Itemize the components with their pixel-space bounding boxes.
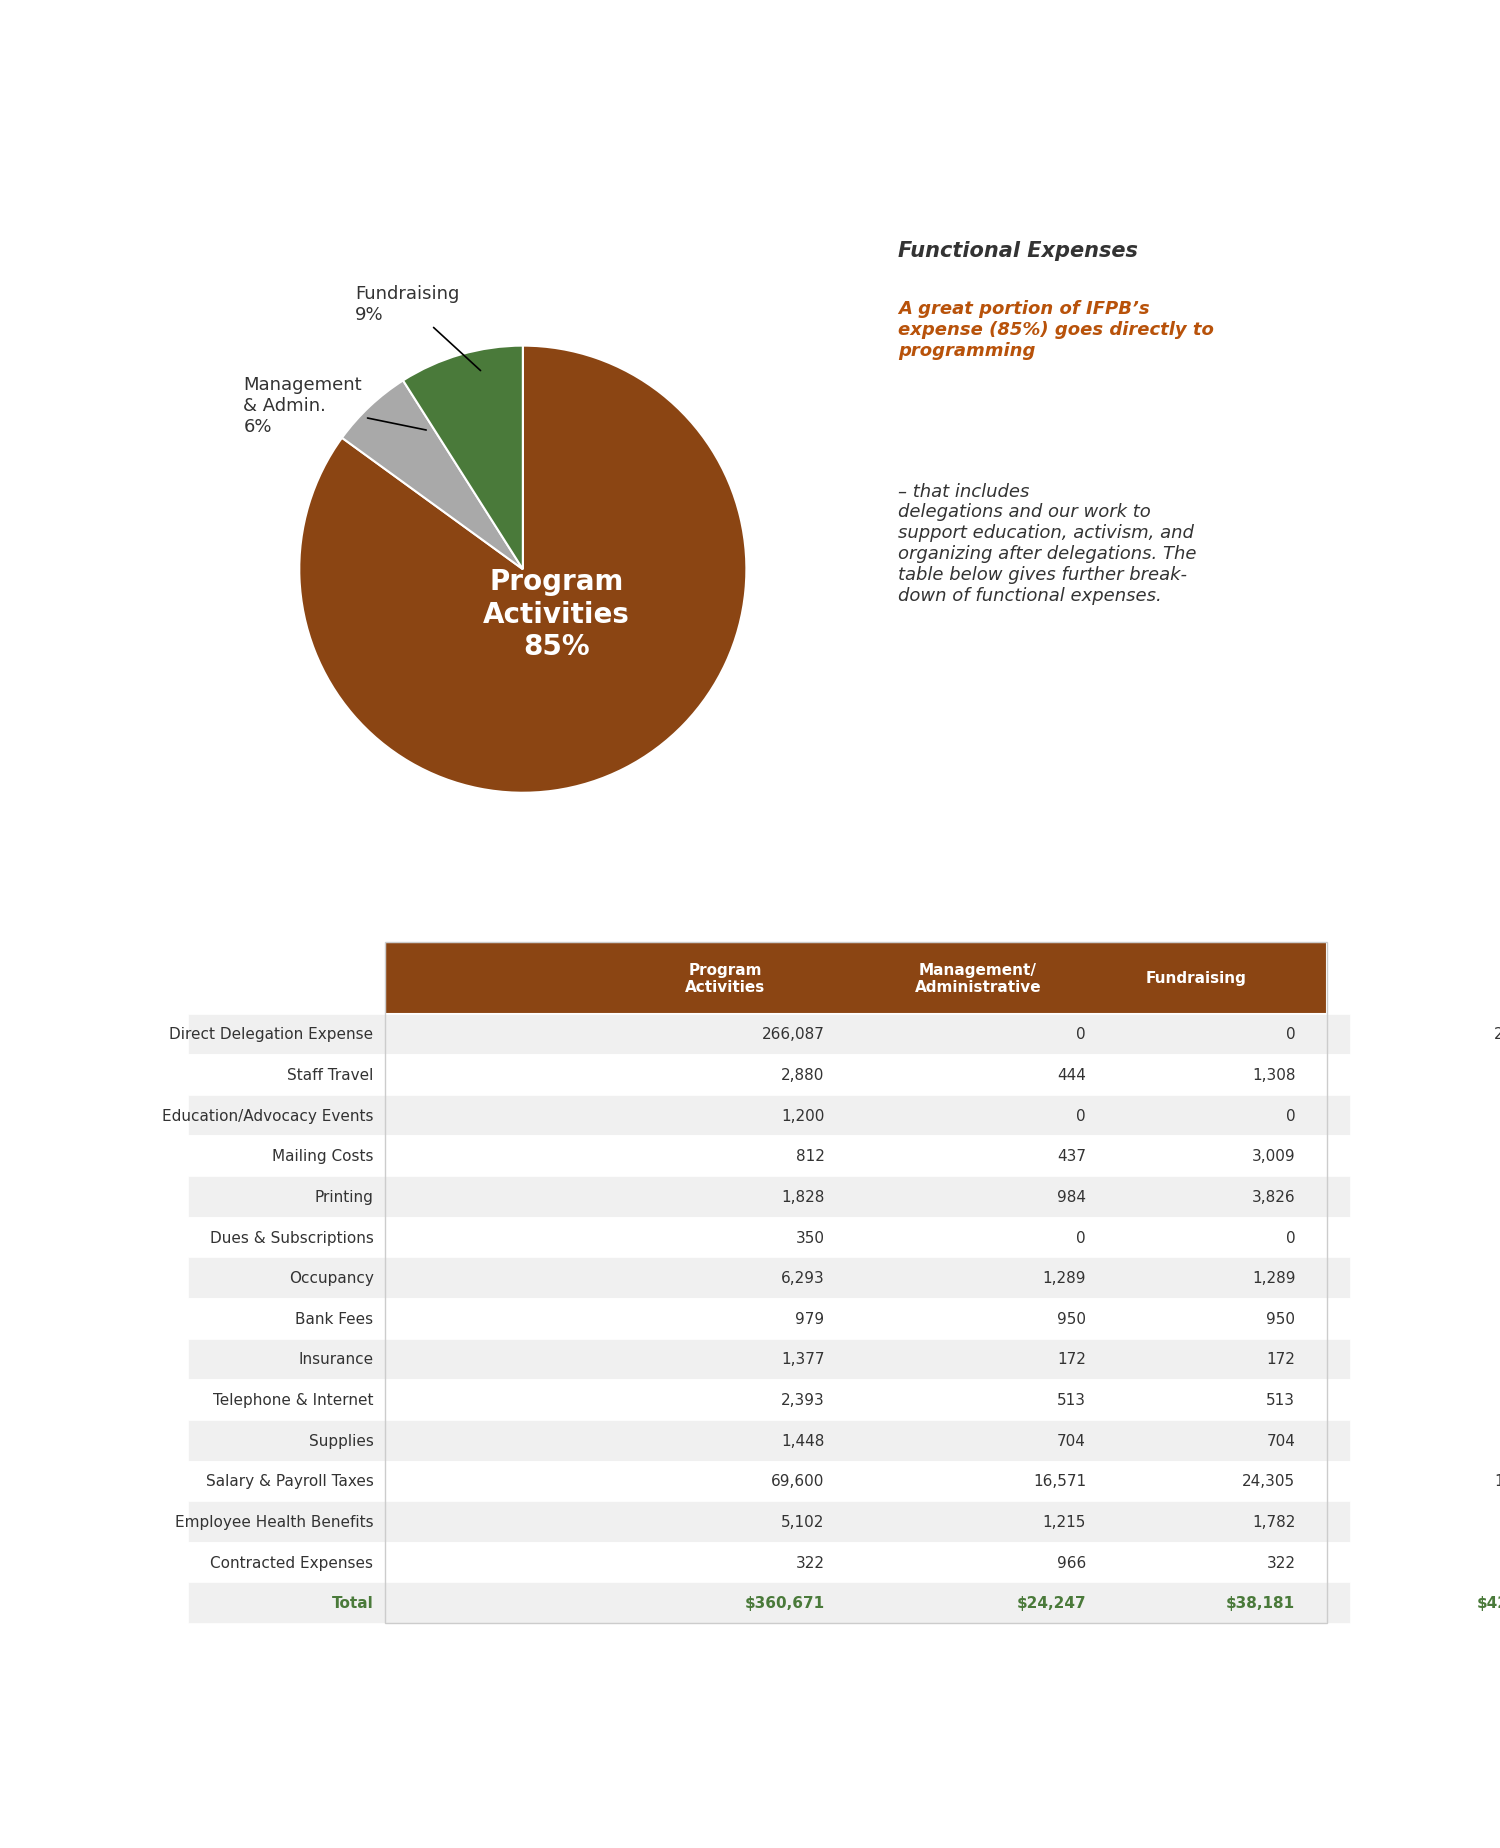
Text: $360,671: $360,671: [744, 1595, 825, 1610]
Text: 1,308: 1,308: [1252, 1068, 1296, 1083]
Text: 0: 0: [1286, 1231, 1296, 1246]
Text: Insurance: Insurance: [298, 1351, 374, 1368]
FancyBboxPatch shape: [188, 1258, 1350, 1299]
Text: Dues & Subscriptions: Dues & Subscriptions: [210, 1231, 374, 1246]
Text: 437: 437: [1058, 1149, 1086, 1164]
Text: $423,099: $423,099: [1478, 1595, 1500, 1610]
Text: 2,393: 2,393: [782, 1392, 825, 1408]
FancyBboxPatch shape: [188, 1177, 1350, 1218]
Text: 1,289: 1,289: [1042, 1271, 1086, 1286]
Text: Total: Total: [1428, 970, 1470, 985]
Text: 3,826: 3,826: [1251, 1190, 1296, 1205]
FancyBboxPatch shape: [188, 1137, 1350, 1177]
Text: 1,377: 1,377: [782, 1351, 825, 1368]
FancyBboxPatch shape: [188, 1096, 1350, 1137]
Text: Employee Health Benefits: Employee Health Benefits: [176, 1514, 374, 1528]
Text: Functional Expenses: Functional Expenses: [898, 242, 1138, 261]
Text: 0: 0: [1077, 1109, 1086, 1124]
FancyBboxPatch shape: [188, 1055, 1350, 1096]
Text: 69,600: 69,600: [771, 1473, 825, 1489]
Text: Bank Fees: Bank Fees: [296, 1310, 374, 1327]
Text: 110,476: 110,476: [1494, 1473, 1500, 1489]
FancyBboxPatch shape: [188, 1218, 1350, 1258]
Text: Telephone & Internet: Telephone & Internet: [213, 1392, 374, 1408]
Text: Supplies: Supplies: [309, 1432, 374, 1449]
Text: 704: 704: [1058, 1432, 1086, 1449]
Text: Program
Activities
85%: Program Activities 85%: [483, 567, 630, 662]
Text: 0: 0: [1286, 1109, 1296, 1124]
Text: 1,200: 1,200: [782, 1109, 825, 1124]
Wedge shape: [300, 346, 747, 793]
Text: Program
Activities: Program Activities: [686, 963, 765, 994]
Text: 444: 444: [1058, 1068, 1086, 1083]
FancyBboxPatch shape: [188, 1501, 1350, 1541]
Text: Education/Advocacy Events: Education/Advocacy Events: [162, 1109, 374, 1124]
Text: 1,782: 1,782: [1252, 1514, 1296, 1528]
Text: Contracted Expenses: Contracted Expenses: [210, 1554, 374, 1569]
Text: 513: 513: [1058, 1392, 1086, 1408]
Text: 2,880: 2,880: [782, 1068, 825, 1083]
Text: 322: 322: [795, 1554, 825, 1569]
Text: 350: 350: [795, 1231, 825, 1246]
Text: 3,009: 3,009: [1251, 1149, 1296, 1164]
Text: 513: 513: [1266, 1392, 1296, 1408]
Text: 950: 950: [1266, 1310, 1296, 1327]
Wedge shape: [404, 346, 524, 569]
Text: Total: Total: [332, 1595, 374, 1610]
FancyBboxPatch shape: [188, 1460, 1350, 1501]
Text: Management/
Administrative: Management/ Administrative: [915, 963, 1041, 994]
Text: 24,305: 24,305: [1242, 1473, 1296, 1489]
Text: 266,087: 266,087: [762, 1027, 825, 1042]
FancyBboxPatch shape: [188, 1299, 1350, 1340]
Text: 0: 0: [1077, 1231, 1086, 1246]
Text: 966: 966: [1058, 1554, 1086, 1569]
Text: 1,828: 1,828: [782, 1190, 825, 1205]
Text: – that includes
delegations and our work to
support education, activism, and
org: – that includes delegations and our work…: [898, 482, 1197, 604]
Text: 0: 0: [1286, 1027, 1296, 1042]
Text: A great portion of IFPB’s
expense (85%) goes directly to
programming: A great portion of IFPB’s expense (85%) …: [898, 299, 1214, 360]
FancyBboxPatch shape: [188, 1419, 1350, 1460]
Text: Staff Travel: Staff Travel: [286, 1068, 374, 1083]
Text: 266,087: 266,087: [1494, 1027, 1500, 1042]
Text: 1,215: 1,215: [1042, 1514, 1086, 1528]
Text: 704: 704: [1266, 1432, 1296, 1449]
Text: $38,181: $38,181: [1226, 1595, 1296, 1610]
Text: 812: 812: [795, 1149, 825, 1164]
Text: 1,448: 1,448: [782, 1432, 825, 1449]
Text: 1,289: 1,289: [1252, 1271, 1296, 1286]
Text: Occupancy: Occupancy: [288, 1271, 374, 1286]
FancyBboxPatch shape: [188, 1582, 1350, 1623]
Text: 6,293: 6,293: [782, 1271, 825, 1286]
Wedge shape: [342, 381, 524, 569]
Text: Direct Delegation Expense: Direct Delegation Expense: [170, 1027, 374, 1042]
Text: Fundraising: Fundraising: [1146, 970, 1246, 985]
Text: 322: 322: [1266, 1554, 1296, 1569]
FancyBboxPatch shape: [188, 1015, 1350, 1055]
Text: Fundraising
9%: Fundraising 9%: [356, 285, 480, 371]
FancyBboxPatch shape: [188, 1380, 1350, 1419]
Text: 5,102: 5,102: [782, 1514, 825, 1528]
Text: 16,571: 16,571: [1034, 1473, 1086, 1489]
Text: Mailing Costs: Mailing Costs: [272, 1149, 374, 1164]
Text: $24,247: $24,247: [1017, 1595, 1086, 1610]
Text: 0: 0: [1077, 1027, 1086, 1042]
Text: Management
& Admin.
6%: Management & Admin. 6%: [243, 375, 426, 436]
Text: 979: 979: [795, 1310, 825, 1327]
FancyBboxPatch shape: [188, 1340, 1350, 1380]
Text: Printing: Printing: [315, 1190, 374, 1205]
Text: 950: 950: [1058, 1310, 1086, 1327]
Text: Salary & Payroll Taxes: Salary & Payroll Taxes: [206, 1473, 374, 1489]
Text: 984: 984: [1058, 1190, 1086, 1205]
Text: 172: 172: [1058, 1351, 1086, 1368]
FancyBboxPatch shape: [188, 1541, 1350, 1582]
FancyBboxPatch shape: [386, 942, 1326, 1015]
Text: 172: 172: [1266, 1351, 1296, 1368]
